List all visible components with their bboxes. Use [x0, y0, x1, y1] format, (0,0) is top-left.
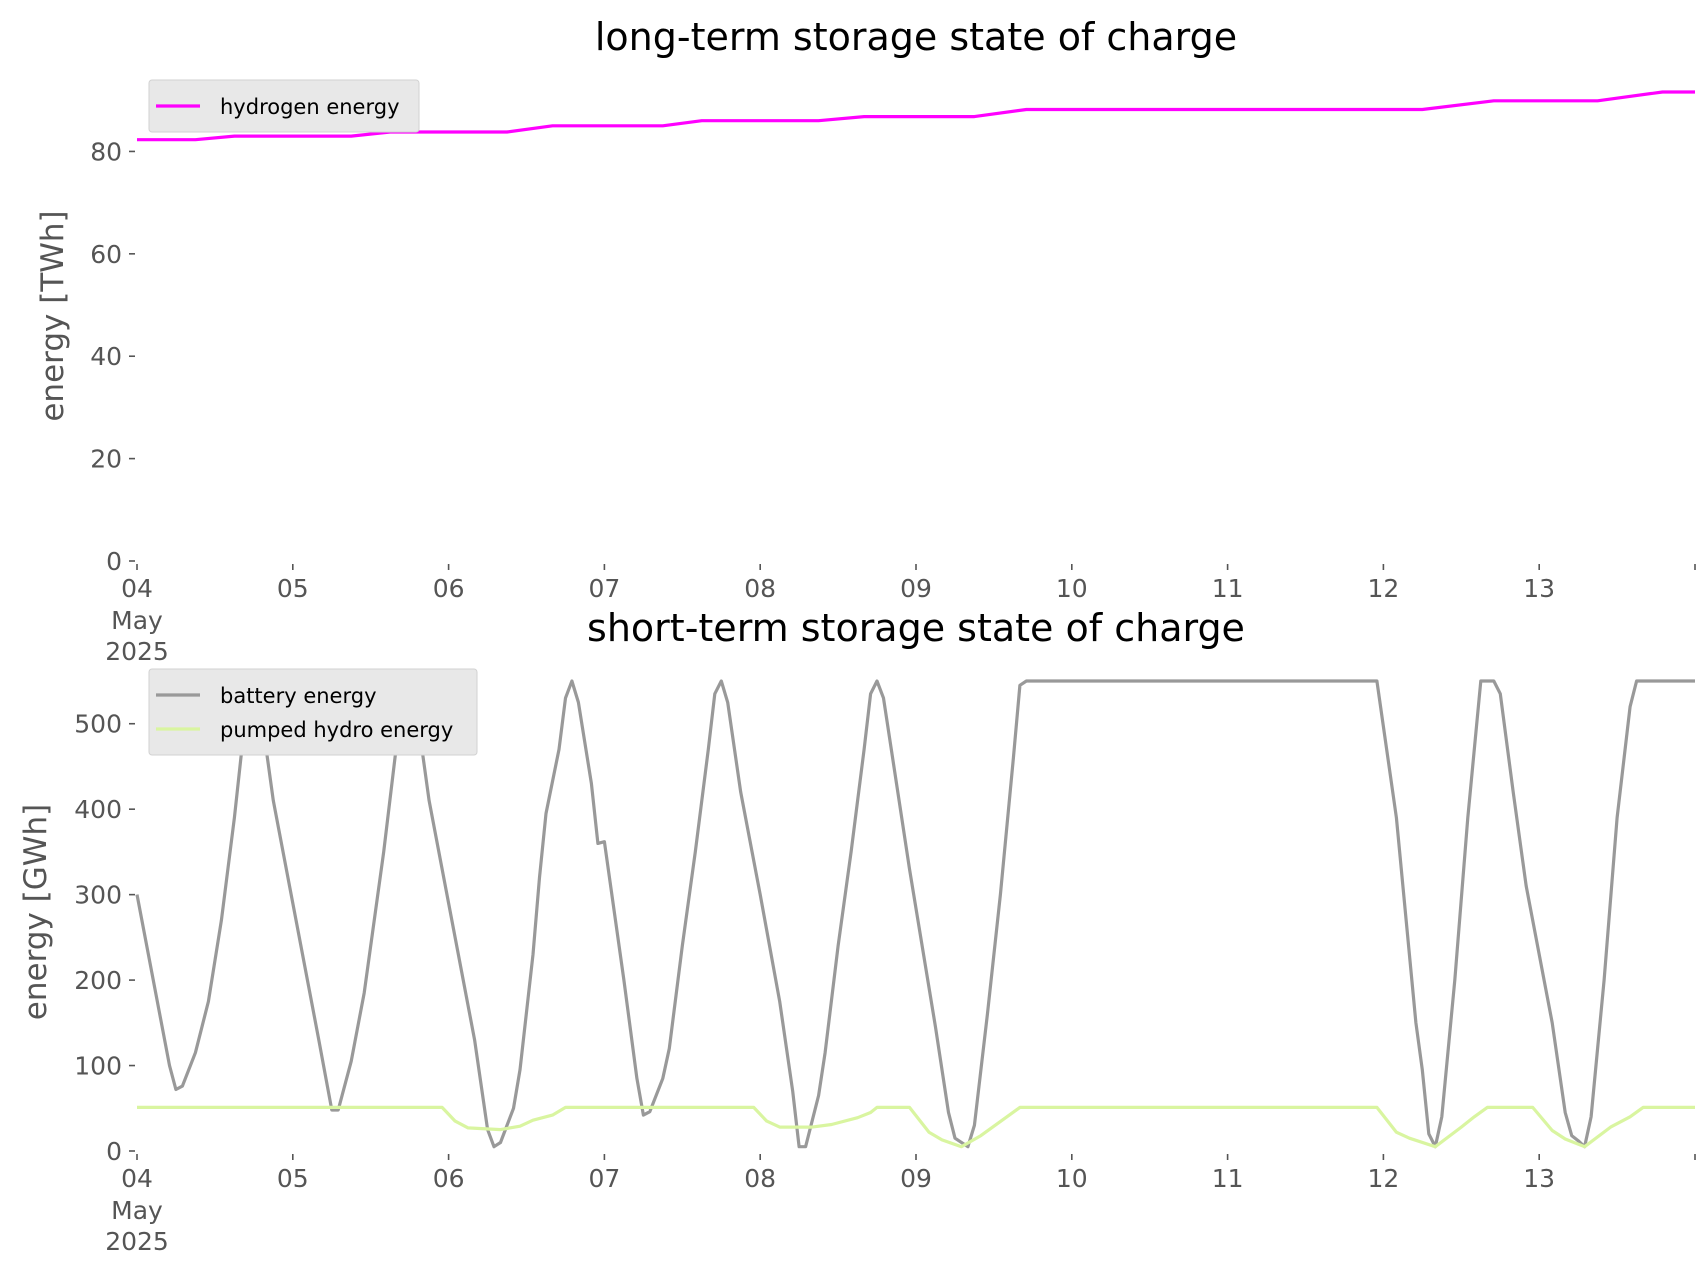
legend-label: battery energy — [220, 684, 377, 708]
y-tick-label: 20 — [90, 445, 122, 474]
y-tick-label: 200 — [74, 966, 122, 995]
y-tick-label: 40 — [90, 342, 122, 371]
short-term-storage-chart: short-term storage state of charge energ… — [18, 606, 1696, 1256]
x-tick-label: 06 — [433, 574, 465, 603]
x-tick-label: 08 — [744, 574, 776, 603]
y-axis-label: energy [TWh] — [35, 210, 71, 421]
x-tick-label: 09 — [900, 574, 932, 603]
x-tick-label: 10 — [1056, 1164, 1088, 1193]
y-tick-label: 300 — [74, 881, 122, 910]
x-tick-label: 09 — [900, 1164, 932, 1193]
x-tick-label: 12 — [1367, 574, 1399, 603]
x-tick-label-date: 2025 — [105, 1227, 169, 1256]
y-tick-label: 100 — [74, 1052, 122, 1081]
y-tick-label: 500 — [74, 710, 122, 739]
y-tick-label: 80 — [90, 137, 122, 166]
x-tick-label: 11 — [1212, 574, 1244, 603]
x-tick-label: 13 — [1523, 574, 1555, 603]
chart-title: long-term storage state of charge — [595, 15, 1237, 59]
x-tick-label: 13 — [1523, 1164, 1555, 1193]
series-line — [135, 679, 1695, 1149]
x-tick-label: 06 — [433, 1164, 465, 1193]
y-tick-label: 60 — [90, 240, 122, 269]
x-tick-label-date: 2025 — [105, 637, 169, 666]
x-tick-label: 05 — [277, 1164, 309, 1193]
plot-lines — [135, 679, 1695, 1149]
x-tick-label: 05 — [277, 574, 309, 603]
y-axis-label: energy [GWh] — [18, 804, 54, 1020]
x-tick-label: 08 — [744, 1164, 776, 1193]
y-tick-label: 0 — [106, 547, 122, 576]
legend-box — [148, 79, 420, 133]
x-tick-label: 12 — [1367, 1164, 1399, 1193]
y-tick-label: 0 — [106, 1137, 122, 1166]
legend-box — [148, 668, 478, 756]
long-term-storage-chart: long-term storage state of charge energy… — [35, 15, 1696, 666]
chart-title: short-term storage state of charge — [587, 606, 1245, 650]
series-line — [137, 90, 1695, 142]
x-tick-label: 04 — [121, 1164, 153, 1193]
x-tick-label: 10 — [1056, 574, 1088, 603]
plot-lines — [137, 90, 1695, 142]
x-tick-label-date: May — [111, 606, 163, 635]
x-tick-label: 04 — [121, 574, 153, 603]
x-tick-label: 07 — [588, 574, 620, 603]
series-line — [137, 1105, 1695, 1149]
legend-label: hydrogen energy — [220, 95, 400, 119]
x-tick-label: 07 — [588, 1164, 620, 1193]
legend: battery energy pumped hydro energy — [148, 668, 478, 756]
legend-label: pumped hydro energy — [220, 718, 453, 742]
x-tick-label: 11 — [1212, 1164, 1244, 1193]
y-tick-label: 400 — [74, 795, 122, 824]
x-tick-label-date: May — [111, 1196, 163, 1225]
legend: hydrogen energy — [148, 79, 420, 133]
